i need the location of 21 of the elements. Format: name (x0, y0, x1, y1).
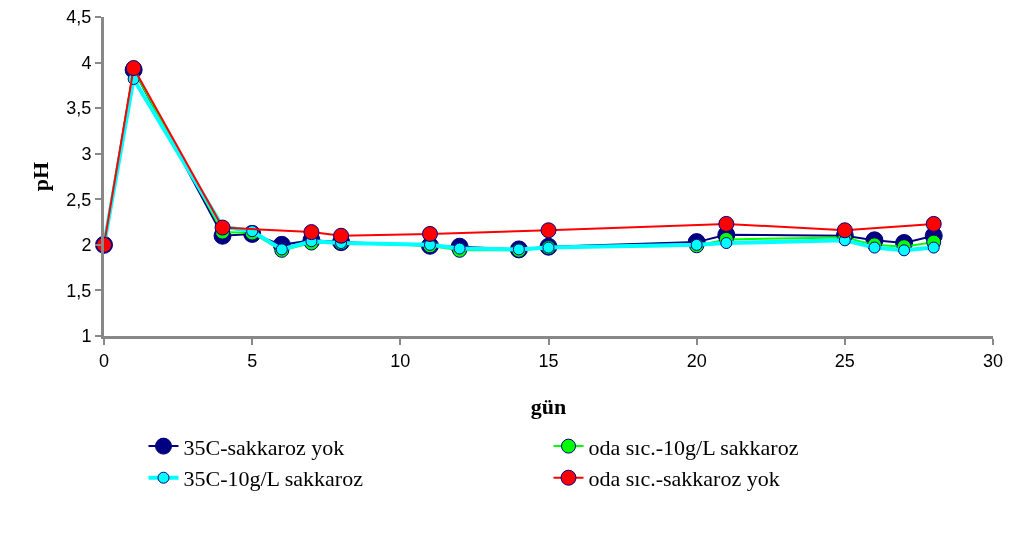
y-tick-label: 1 (81, 326, 92, 347)
x-tick-label: 30 (982, 350, 1004, 371)
y-tick-label: 1,5 (66, 280, 92, 301)
y-tick-label: 3,5 (66, 98, 92, 119)
x-tick-label: 15 (538, 350, 559, 371)
x-tick-label: 10 (390, 350, 411, 371)
legend-label: 35C-sakkaroz yok (183, 434, 345, 460)
y-tick-label: 2 (81, 235, 92, 256)
y-tick-label: 4 (81, 52, 92, 73)
x-tick-label: 25 (834, 350, 855, 371)
y-tick-label: 2,5 (66, 189, 92, 210)
legend-label: oda sıc.-10g/L sakkaroz (588, 434, 799, 460)
legend-label: oda sıc.-sakkaroz yok (588, 466, 780, 492)
y-tick-label: 3 (81, 144, 92, 165)
x-tick-label: 5 (247, 350, 258, 371)
x-axis-title: gün (530, 394, 567, 419)
y-tick-label: 4,5 (66, 7, 92, 28)
y-axis-title: pH (28, 161, 53, 192)
legend-label: 35C-10g/L sakkaroz (183, 466, 364, 492)
x-tick-label: 20 (686, 350, 707, 371)
x-tick-label: 0 (98, 350, 110, 371)
